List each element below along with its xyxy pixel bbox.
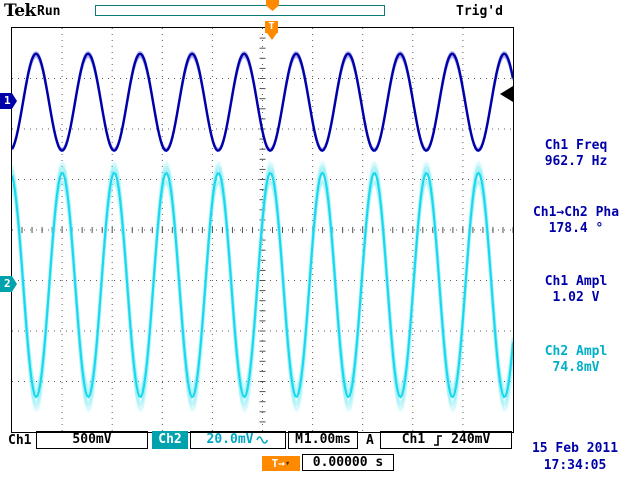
trigger-position-marker-icon	[266, 0, 279, 11]
measurements-panel: Ch1 Freq 962.7 Hz Ch1→Ch2 Pha 178.4 ° Ch…	[512, 0, 640, 432]
measurement: Ch2 Ampl 74.8mV	[512, 344, 640, 376]
tek-logo: Tek	[4, 1, 36, 21]
trigger-time-marker-arrow-icon	[266, 33, 277, 40]
trigger-readout: Ch1 240mV	[380, 431, 512, 449]
trigger-source-label: Ch1	[401, 432, 426, 447]
measurement-label: Ch2 Ampl	[544, 344, 608, 359]
trigger-position-badge: T→ ▾	[262, 456, 300, 471]
measurement-value: 74.8mV	[552, 360, 600, 375]
trigger-position-badge-arrow-icon: ▾	[284, 458, 291, 469]
measurement-value: 178.4 °	[548, 221, 604, 236]
timebase-label: M	[295, 432, 303, 447]
ch1-scale-value: 500mV	[72, 432, 112, 447]
date-readout: 15 Feb 2011	[531, 441, 619, 456]
acquisition-status: Run	[37, 4, 61, 19]
measurement-value: 1.02 V	[552, 290, 600, 305]
trigger-position-value: 0.00000 s	[312, 454, 384, 470]
trigger-time-marker-label: T	[265, 21, 278, 33]
measurement-label: Ch1 Freq	[544, 138, 608, 153]
measurement-label: Ch1 Ampl	[544, 274, 608, 289]
trigger-level-arrow	[500, 86, 513, 102]
sine-coupling-icon	[256, 436, 269, 444]
ch1-scale-readout: 500mV	[36, 431, 148, 449]
channel1-marker-label: 1	[4, 94, 11, 107]
channel2-position-marker: 2	[0, 276, 17, 292]
measurement: Ch1 Freq 962.7 Hz	[512, 138, 640, 170]
ch2-badge: Ch2	[152, 431, 188, 449]
measurement: Ch1 Ampl 1.02 V	[512, 274, 640, 306]
ch2-label: Ch2	[158, 432, 182, 447]
channel2-marker-label: 2	[4, 277, 11, 290]
ch2-scale-value: 20.0mV	[206, 432, 254, 447]
measurement: Ch1→Ch2 Pha 178.4 °	[512, 205, 640, 237]
ch2-scale-readout: 20.0mV	[190, 431, 286, 449]
channel1-position-marker: 1	[0, 93, 17, 109]
timebase-value: 1.00ms	[303, 432, 351, 447]
trigger-time-marker-icon: T	[265, 21, 278, 40]
time-readout: 17:34:05	[543, 458, 607, 473]
trigger-status: Trig'd	[456, 4, 503, 19]
trigger-mode-label: A	[366, 433, 374, 448]
trigger-position-badge-label: T→	[271, 457, 285, 470]
timebase-readout: M 1.00ms	[288, 431, 358, 449]
ch1-waveform	[12, 52, 513, 153]
trigger-level-value: 240mV	[451, 432, 491, 447]
ch1-label: Ch1	[8, 433, 32, 448]
ch2-waveform	[12, 171, 513, 399]
trigger-position-readout: 0.00000 s	[302, 454, 394, 471]
measurement-label: Ch1→Ch2 Pha	[532, 205, 620, 220]
waveform-display	[12, 28, 513, 432]
measurement-value: 962.7 Hz	[544, 154, 608, 169]
graticule	[11, 27, 514, 433]
rising-edge-icon	[434, 435, 443, 446]
trigger-position-bar	[95, 5, 385, 16]
